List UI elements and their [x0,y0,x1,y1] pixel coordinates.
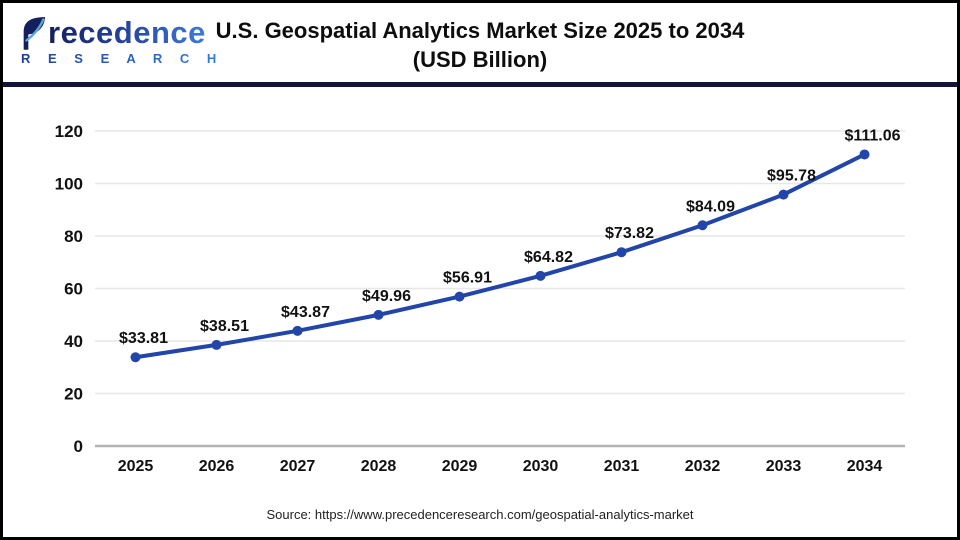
x-tick-label: 2029 [442,458,478,475]
x-tick-label: 2030 [523,458,559,475]
chart-title-line2: (USD Billion) [412,47,548,72]
data-point [211,339,222,350]
x-tick-label: 2034 [847,458,883,475]
header: recedence R E S E A R C H U.S. Geospatia… [3,3,957,87]
data-label: $111.06 [844,127,900,144]
data-label: $73.82 [605,225,654,242]
data-point [616,247,627,258]
data-point [454,291,465,302]
y-tick-label: 120 [55,122,83,141]
leaf-p-icon [23,17,46,50]
data-label: $43.87 [281,304,330,321]
data-point [130,352,141,363]
data-point [859,149,870,160]
x-tick-label: 2032 [685,458,721,475]
data-label: $95.78 [767,168,816,185]
y-tick-label: 40 [64,332,83,351]
brand-word-rest: recedence [48,15,206,50]
data-label: $56.91 [443,270,492,287]
brand-logo: recedence R E S E A R C H [19,15,224,67]
brand-subtitle: R E S E A R C H [21,51,224,66]
y-tick-label: 60 [64,280,83,299]
y-tick-label: 0 [74,437,83,456]
x-tick-label: 2026 [199,458,235,475]
line-series [133,152,867,360]
x-tick-label: 2033 [766,458,802,475]
x-tick-label: 2031 [604,458,640,475]
data-label: $84.09 [686,198,735,215]
data-point [373,309,384,320]
source-text: Source: https://www.precedenceresearch.c… [266,507,694,522]
data-point [292,325,303,336]
data-label: $49.96 [362,288,411,305]
x-tick-label: 2025 [118,458,154,475]
market-size-line-chart: 0 20 40 60 80 100 120 2025 2026 2027 2028 2029 2030 2… [55,122,905,475]
data-point [697,220,708,231]
y-tick-label: 100 [55,175,83,194]
x-tick-label: 2027 [280,458,316,475]
page-title: U.S. Geospatial Analytics Market Size 20… [216,16,745,74]
data-label: $38.51 [200,318,249,335]
data-point [778,189,789,200]
y-tick-label: 20 [64,385,83,404]
y-tick-label: 80 [64,227,83,246]
x-tick-label: 2028 [361,458,397,475]
data-label: $33.81 [119,330,168,347]
data-point [535,270,546,281]
data-label: $64.82 [524,249,573,266]
chart-title-line1: U.S. Geospatial Analytics Market Size 20… [215,18,745,43]
